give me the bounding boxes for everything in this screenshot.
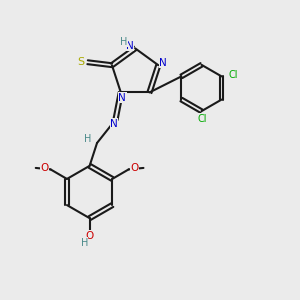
Text: O: O: [85, 231, 94, 241]
Text: N: N: [118, 93, 126, 103]
Text: H: H: [84, 134, 91, 144]
Text: S: S: [77, 57, 85, 67]
Text: H: H: [120, 37, 128, 47]
Text: N: N: [126, 41, 134, 51]
Text: H: H: [81, 238, 88, 248]
Text: N: N: [110, 118, 118, 129]
Text: Cl: Cl: [228, 70, 238, 80]
Text: N: N: [160, 58, 167, 68]
Text: Cl: Cl: [198, 114, 207, 124]
Text: O: O: [40, 163, 49, 173]
Text: O: O: [130, 163, 139, 173]
